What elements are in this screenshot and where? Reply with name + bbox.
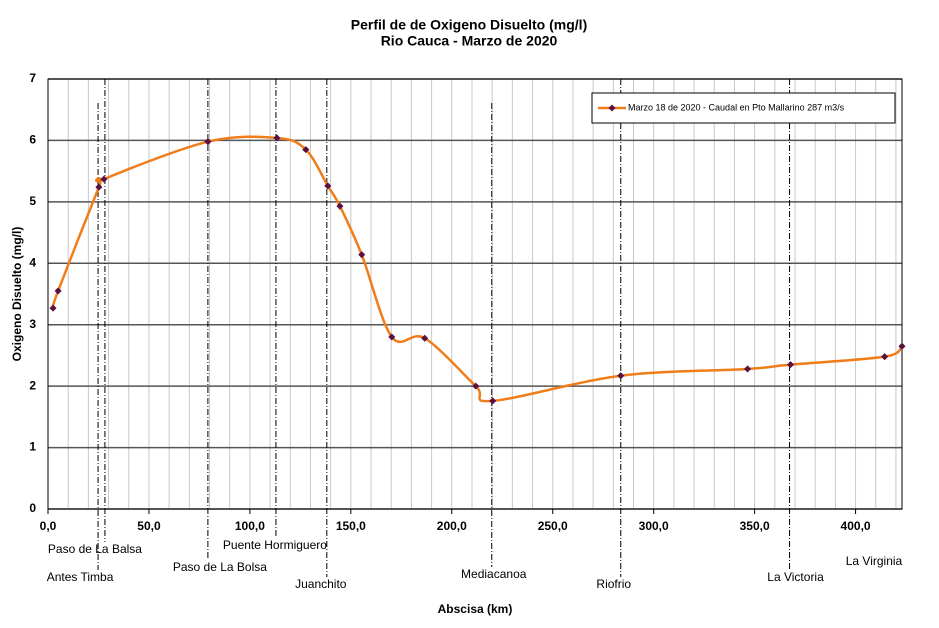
data-point bbox=[49, 304, 57, 312]
data-point bbox=[54, 287, 62, 295]
data-point bbox=[95, 183, 103, 191]
data-point bbox=[204, 138, 212, 146]
y-tick-label: 6 bbox=[29, 133, 36, 147]
y-tick-label: 2 bbox=[29, 378, 36, 392]
legend-label: Marzo 18 de 2020 - Caudal en Pto Mallari… bbox=[628, 102, 845, 112]
data-point bbox=[100, 175, 108, 183]
data-point bbox=[898, 342, 906, 350]
data-point bbox=[489, 397, 497, 405]
y-tick-label: 0 bbox=[29, 501, 36, 515]
data-point bbox=[787, 361, 795, 369]
data-point bbox=[273, 134, 281, 142]
station-label: Riofrio bbox=[596, 577, 631, 591]
data-point bbox=[358, 251, 366, 259]
legend-box bbox=[591, 92, 896, 124]
station-label: Juanchito bbox=[295, 577, 347, 591]
y-tick-label: 3 bbox=[29, 317, 36, 331]
station-label: Antes Timba bbox=[47, 570, 114, 584]
x-tick-label: 400,0 bbox=[841, 519, 871, 533]
data-point bbox=[336, 202, 344, 210]
x-tick-label: 150,0 bbox=[336, 519, 366, 533]
y-tick-label: 4 bbox=[29, 255, 36, 269]
x-tick-label: 250,0 bbox=[538, 519, 568, 533]
y-tick-label: 7 bbox=[29, 71, 36, 85]
x-tick-label: 0,0 bbox=[40, 519, 57, 533]
x-tick-label: 300,0 bbox=[639, 519, 669, 533]
x-tick-label: 100,0 bbox=[235, 519, 265, 533]
x-tick-label: 50,0 bbox=[137, 519, 161, 533]
station-label: Mediacanoa bbox=[461, 567, 527, 581]
plot-border bbox=[47, 78, 903, 510]
data-point bbox=[302, 146, 310, 154]
data-point bbox=[421, 334, 429, 342]
station-label: La Virginia bbox=[846, 554, 903, 568]
data-point bbox=[472, 382, 480, 390]
station-label: Puente Hormiguero bbox=[223, 538, 327, 552]
station-label: La Victoria bbox=[767, 570, 824, 584]
data-point bbox=[324, 182, 332, 190]
x-tick-label: 200,0 bbox=[437, 519, 467, 533]
legend-marker bbox=[608, 104, 616, 112]
y-axis-label: Oxigeno Disuelto (mg/l) bbox=[10, 227, 24, 362]
station-label: Paso de La Bolsa bbox=[173, 560, 267, 574]
chart-title: Perfil de de Oxigeno Disuelto (mg/l) bbox=[351, 17, 587, 33]
data-point bbox=[617, 372, 625, 380]
y-tick-label: 1 bbox=[29, 440, 36, 454]
station-label: Paso de La Balsa bbox=[48, 542, 142, 556]
data-point bbox=[388, 333, 396, 341]
data-point bbox=[881, 353, 889, 361]
chart-subtitle: Rio Cauca - Marzo de 2020 bbox=[381, 33, 558, 49]
data-point bbox=[744, 365, 752, 373]
y-tick-label: 5 bbox=[29, 194, 36, 208]
x-axis-label: Abscisa (km) bbox=[438, 602, 513, 616]
x-tick-label: 350,0 bbox=[740, 519, 770, 533]
